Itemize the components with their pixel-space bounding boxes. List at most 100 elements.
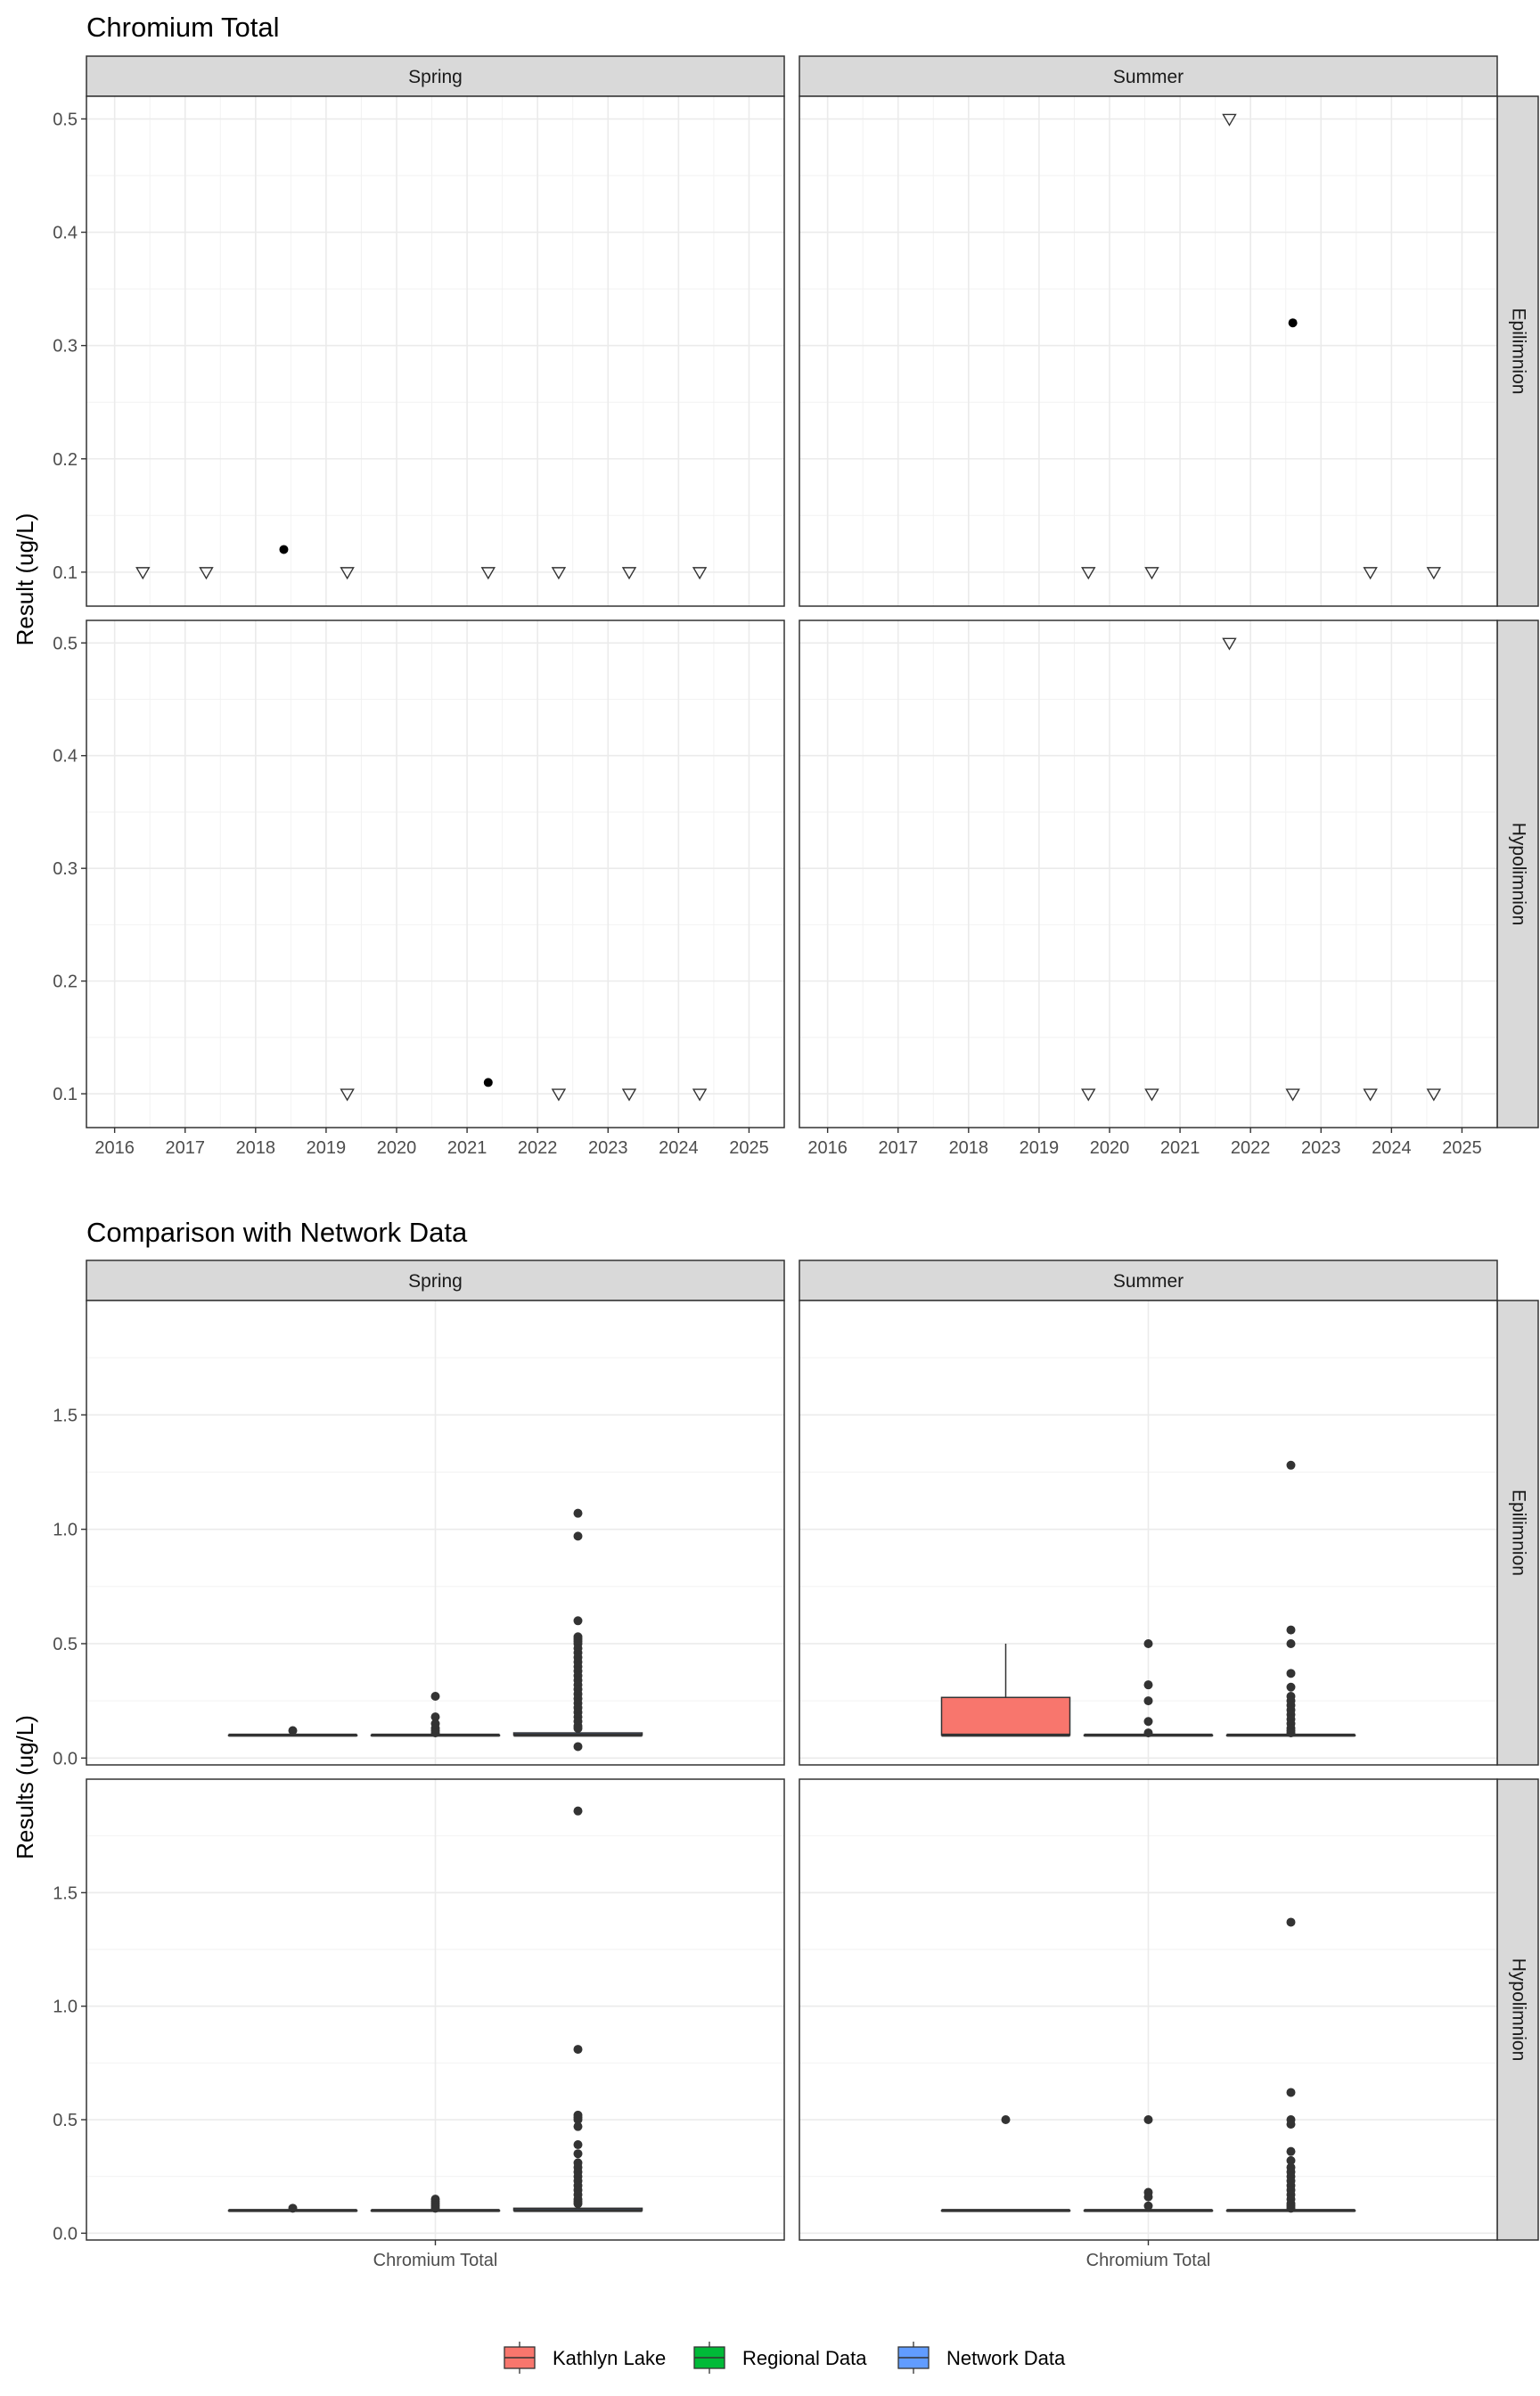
x-tick-label: 2022 (518, 1138, 558, 1158)
outlier-point (1286, 2088, 1296, 2097)
outlier-point (1143, 2115, 1153, 2125)
below-detection-point (551, 1088, 567, 1102)
legend-label: Regional Data (742, 2347, 867, 2369)
legend-item-regional-data: Regional Data (693, 2342, 867, 2374)
outlier-point (1286, 2203, 1296, 2213)
outlier-point (430, 1692, 440, 1702)
below-detection-point (340, 1088, 355, 1102)
facet-strip-hypolimnion (1496, 620, 1539, 1128)
box-y-axis-title: Results (ug/L) (12, 1715, 38, 1859)
panel-border (86, 620, 785, 1128)
y-tick-label: 1.0 (53, 1521, 78, 1540)
outlier-point (573, 2149, 583, 2159)
outlier-point (1143, 1717, 1153, 1727)
panel-spring-epilimnion (86, 95, 785, 607)
legend-item-kathlyn-lake: Kathlyn Lake (504, 2342, 666, 2374)
outlier-point (573, 1723, 583, 1733)
legend: Kathlyn Lake Regional Data Network Data (504, 2342, 1066, 2374)
below-detection-point (1285, 1088, 1300, 1102)
panel-summer-hypolimnion (799, 620, 1498, 1128)
outlier-point (1143, 1728, 1153, 1738)
below-detection-point (1144, 567, 1159, 580)
scatter-y-axis-title: Result (ug/L) (12, 513, 38, 646)
outlier-point (1286, 1917, 1296, 1927)
outlier-point (288, 2203, 298, 2213)
outlier-point (1286, 1682, 1296, 1692)
facet-strip-spring (86, 55, 785, 97)
outlier-point (573, 2115, 583, 2125)
x-tick-label: 2017 (878, 1138, 918, 1158)
box-kathlyn-lake (940, 1643, 1071, 1737)
y-tick-label: 0.1 (53, 1085, 78, 1104)
facet-strip-epilimnion (1496, 95, 1539, 607)
outlier-point (573, 1508, 583, 1518)
box-regional-data (370, 2195, 501, 2213)
box-chart: Spring Summer Epilimnion Hypolimnion 0.0 0.5 1… (53, 1260, 1539, 2270)
outlier-point (573, 1742, 583, 1752)
facet-strip-label: Summer (1113, 1271, 1184, 1292)
below-detection-point (621, 1088, 637, 1102)
detected-point (279, 545, 289, 554)
y-tick-label: 0.2 (53, 972, 78, 992)
outlier-point (1286, 2120, 1296, 2129)
panel-border (799, 1300, 1498, 1766)
below-detection-point (135, 567, 151, 580)
x-tick-label: 2021 (1160, 1138, 1200, 1158)
panel-spring-hypolimnion (86, 1778, 785, 2241)
panel-border (799, 620, 1498, 1128)
y-tick-label: 0.1 (53, 563, 78, 583)
legend-label: Network Data (946, 2347, 1066, 2369)
x-tick-label: 2025 (729, 1138, 769, 1158)
y-tick-label: 0.3 (53, 859, 78, 879)
outlier-point (288, 1726, 298, 1735)
outlier-point (573, 2140, 583, 2150)
outlier-point (1286, 1728, 1296, 1738)
below-detection-point (692, 567, 708, 580)
box-network-data (1225, 1917, 1356, 2213)
below-detection-point (1222, 113, 1237, 127)
y-tick-label: 0.2 (53, 450, 78, 470)
x-tick-label: 2019 (1020, 1138, 1060, 1158)
outlier-point (1286, 1669, 1296, 1678)
box-network-data (512, 1508, 643, 1752)
outlier-point (573, 1806, 583, 1816)
panel-summer-epilimnion (799, 95, 1498, 607)
x-tick-label: 2017 (165, 1138, 205, 1158)
y-tick-label: 0.5 (53, 2111, 78, 2130)
facet-strip-label: Hypolimnion (1508, 1958, 1528, 2062)
legend-item-network-data: Network Data (897, 2342, 1066, 2374)
facet-strip-label: Epilimnion (1508, 1489, 1528, 1576)
outlier-point (430, 2203, 440, 2213)
box-chart-title: Comparison with Network Data (86, 1217, 468, 1248)
x-tick-label: 2021 (447, 1138, 487, 1158)
y-tick-label: 0.5 (53, 1635, 78, 1654)
x-tick-label: 2016 (807, 1138, 848, 1158)
y-tick-label: 1.0 (53, 1998, 78, 2017)
x-tick-label: 2023 (1301, 1138, 1341, 1158)
panel-spring-hypolimnion (86, 620, 785, 1128)
outlier-point (1286, 2146, 1296, 2156)
box-network-data (1225, 1460, 1356, 1738)
facet-strip-label: Epilimnion (1508, 308, 1528, 395)
facet-strip-hypolimnion (1496, 1778, 1539, 2241)
detected-point (1288, 318, 1298, 328)
x-tick-label: Chromium Total (373, 2251, 498, 2270)
outlier-point (1143, 2201, 1153, 2211)
below-detection-point (1144, 1088, 1159, 1102)
below-detection-point (1081, 1088, 1096, 1102)
x-tick-label: Chromium Total (1086, 2251, 1211, 2270)
outlier-point (573, 1616, 583, 1626)
box-kathlyn-lake (227, 1726, 358, 1737)
facet-strip-label: Summer (1113, 67, 1184, 87)
detected-point (483, 1078, 493, 1087)
panel-background (86, 620, 784, 1128)
x-tick-label: 2016 (94, 1138, 135, 1158)
x-tick-label: 2022 (1231, 1138, 1271, 1158)
panel-border (86, 95, 785, 607)
box-regional-data (1083, 1638, 1214, 1738)
outlier-point (1286, 1638, 1296, 1648)
below-detection-point (1363, 567, 1378, 580)
facet-strip-epilimnion (1496, 1300, 1539, 1766)
y-tick-label: 0.4 (53, 224, 78, 243)
y-tick-label: 0.0 (53, 2224, 78, 2244)
